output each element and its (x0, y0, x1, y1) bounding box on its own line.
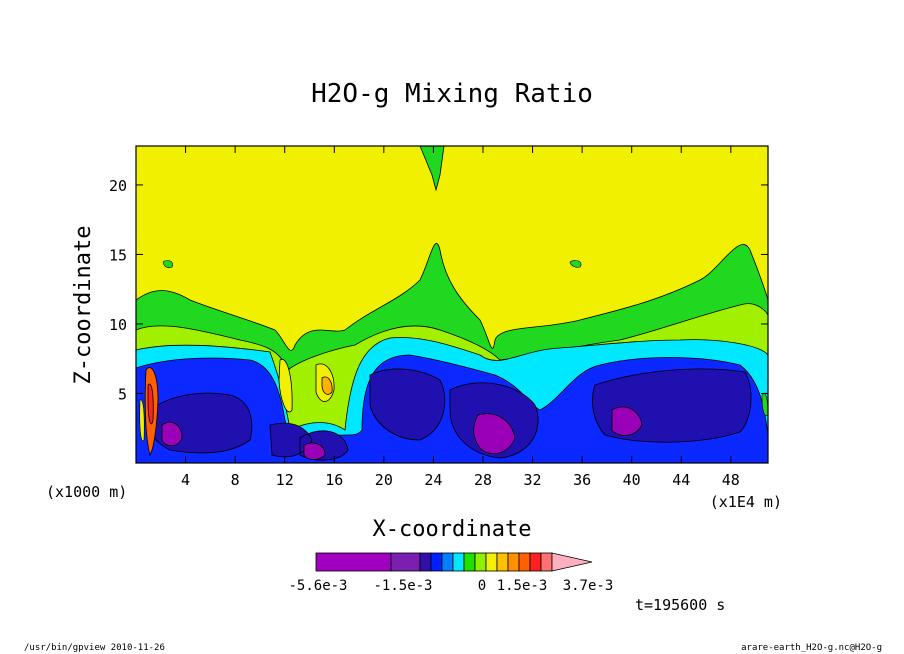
colorbar-swatch (507, 552, 520, 572)
plot-frame (135, 145, 769, 464)
timestamp: t=195600 s (635, 596, 725, 614)
colorbar-label: 0 (478, 578, 486, 594)
x-tick-label: 40 (623, 471, 641, 489)
colorbar-swatch (474, 552, 487, 572)
colorbar-swatch (485, 552, 498, 572)
colorbar-swatch (540, 552, 553, 572)
y-tick-label: 10 (109, 316, 127, 334)
colorbar-label: 3.7e-3 (563, 578, 614, 594)
footer-right: arare-earth_H2O-g.nc@H2O-g (741, 643, 882, 653)
x-tick-label: 24 (424, 471, 442, 489)
colorbar-swatch (529, 552, 542, 572)
colorbar-swatch (452, 552, 465, 572)
x-units-left: (x1000 m) (46, 483, 127, 501)
x-tick-label: 12 (276, 471, 294, 489)
x-tick-label: 16 (325, 471, 343, 489)
footer-left: /usr/bin/gpview 2010-11-26 (24, 643, 165, 653)
colorbar (315, 552, 593, 572)
colorbar-arrow (551, 552, 593, 572)
colorbar-swatch (463, 552, 476, 572)
contour-dark-blue (147, 368, 752, 461)
contour-deep-purple (161, 406, 643, 460)
colorbar-swatch (430, 552, 443, 572)
y-axis: 5 10 15 20 (109, 177, 768, 403)
y-axis-label: Z-coordinate (71, 226, 96, 385)
colorbar-swatch (390, 552, 421, 572)
y-tick-label: 20 (109, 177, 127, 195)
x-tick-label: 32 (524, 471, 542, 489)
x-axis: 4 8 12 16 20 24 28 32 36 40 44 48 (181, 146, 740, 489)
chart-title: H2O-g Mixing Ratio (311, 79, 593, 109)
x-tick-label: 8 (231, 471, 240, 489)
colorbar-swatch (518, 552, 531, 572)
colorbar-swatch (441, 552, 454, 572)
x-units-right: (x1E4 m) (710, 493, 782, 511)
colorbar-label: -5.6e-3 (288, 578, 347, 594)
colorbar-labels: -5.6e-3 -1.5e-3 0 1.5e-3 3.7e-3 (288, 578, 613, 594)
y-tick-label: 15 (109, 246, 127, 264)
x-tick-label: 20 (375, 471, 393, 489)
contour-yellow-plume (278, 359, 335, 413)
colorbar-label: -1.5e-3 (373, 578, 432, 594)
colorbar-swatch (419, 552, 432, 572)
x-axis-label: X-coordinate (373, 517, 532, 542)
x-tick-label: 44 (672, 471, 690, 489)
x-tick-label: 28 (474, 471, 492, 489)
plot-area (135, 145, 769, 464)
x-tick-label: 4 (181, 471, 190, 489)
colorbar-swatch (496, 552, 509, 572)
x-tick-label: 48 (722, 471, 740, 489)
colorbar-label: 1.5e-3 (497, 578, 548, 594)
y-tick-label: 5 (118, 385, 127, 403)
colorbar-swatch (315, 552, 392, 572)
x-tick-label: 36 (573, 471, 591, 489)
